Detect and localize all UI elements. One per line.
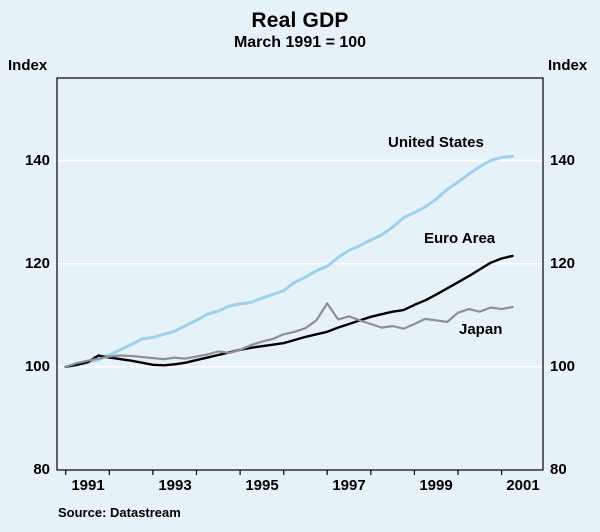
series-line-united-states (64, 154, 514, 369)
y-tick-label-left-140: 140 (24, 151, 50, 169)
x-tick-label-2001: 2001 (506, 477, 540, 494)
plot-frame (56, 77, 544, 471)
y-axis-unit-left: Index (8, 57, 48, 74)
x-tick-label-1997: 1997 (332, 477, 366, 494)
y-axis-unit-right: Index (548, 57, 588, 74)
chart-title: Real GDP (251, 9, 349, 32)
x-tick-label-1993: 1993 (158, 477, 192, 494)
series-label-united-states: United States (388, 134, 484, 151)
source-note: Source: Datastream (58, 505, 181, 520)
x-tick-label-1995: 1995 (245, 477, 279, 494)
series-label-euro-area: Euro Area (424, 230, 496, 247)
y-tick-label-right-120: 120 (550, 254, 576, 272)
chart-subtitle: March 1991 = 100 (233, 34, 367, 51)
series-label-japan: Japan (459, 321, 503, 338)
y-tick-label-right-100: 100 (550, 357, 576, 375)
x-tick-label-1991: 1991 (71, 477, 105, 494)
y-tick-label-left-100: 100 (24, 357, 50, 375)
series-line-japan (64, 302, 514, 368)
series-line-euro-area (64, 254, 514, 368)
y-tick-label-left-120: 120 (24, 254, 50, 272)
x-tick-label-1999: 1999 (419, 477, 453, 494)
y-tick-label-left-80: 80 (33, 461, 50, 478)
y-tick-label-right-140: 140 (550, 151, 576, 169)
y-tick-label-right-80: 80 (550, 461, 567, 478)
